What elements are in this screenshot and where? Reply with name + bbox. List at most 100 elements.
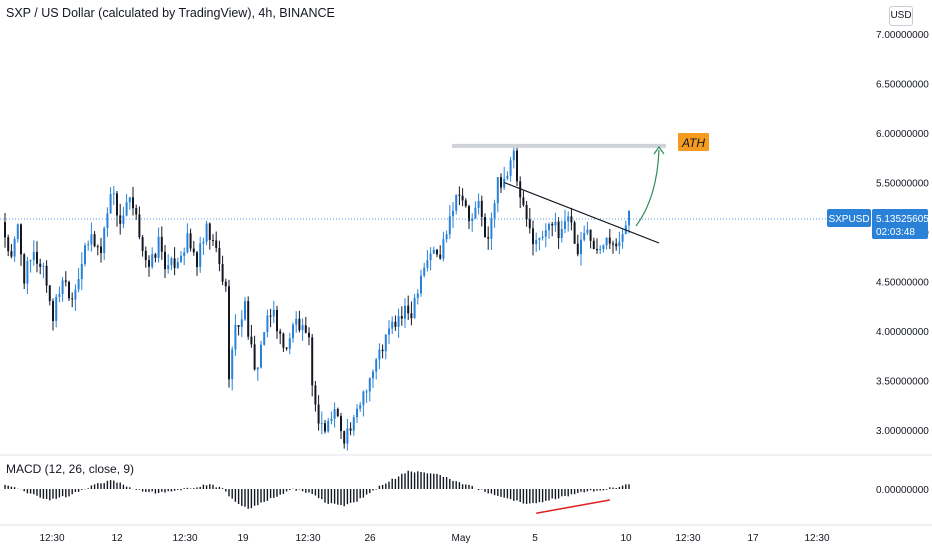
candle [208, 222, 211, 250]
candle [186, 223, 189, 254]
candle [234, 314, 237, 356]
candle [336, 407, 339, 418]
candle [48, 284, 51, 306]
candle [538, 237, 541, 251]
candle [503, 166, 506, 190]
candle [624, 220, 627, 235]
candle [461, 188, 464, 207]
price-tick-label: 7.00000000 [876, 30, 929, 41]
candlestick-series [4, 144, 630, 451]
price-tag-countdown: 02:03:48 [876, 227, 915, 238]
candle [221, 255, 224, 286]
candle [608, 228, 611, 249]
candle [365, 389, 368, 403]
candle [247, 296, 250, 340]
time-tick-label: 12:30 [804, 533, 829, 544]
ath-label: ATH [681, 136, 705, 150]
candle [560, 220, 563, 243]
candle [471, 213, 474, 232]
candle [122, 206, 125, 229]
candle [68, 280, 70, 302]
candle [10, 244, 13, 259]
ath-resistance-line[interactable] [452, 143, 666, 148]
candle [420, 269, 422, 297]
candle [576, 234, 579, 257]
candle [573, 220, 576, 245]
candle [477, 193, 480, 215]
price-tick-label: 4.50000000 [876, 278, 929, 289]
candle [429, 247, 432, 271]
candle [26, 256, 29, 295]
candle [308, 327, 310, 346]
chart-drawings [0, 143, 827, 514]
candle [45, 260, 48, 293]
candle [138, 206, 141, 240]
candle [589, 229, 592, 249]
breakout-arrow[interactable] [635, 149, 660, 227]
candle [84, 242, 86, 267]
candle [42, 262, 45, 279]
ath-label-bg [678, 133, 709, 151]
candle [93, 231, 96, 248]
candle [378, 343, 381, 370]
time-tick-label: 10 [620, 533, 632, 544]
candle [493, 199, 496, 228]
price-tick-label: 3.00000000 [876, 426, 929, 437]
candle [167, 254, 170, 274]
price-tick-label: 6.50000000 [876, 80, 929, 91]
ath-annotation[interactable]: ATH [678, 133, 709, 151]
candle [516, 144, 518, 187]
candle [237, 325, 240, 336]
candle [506, 171, 509, 181]
macd-indicator-label[interactable]: MACD (12, 26, close, 9) [6, 462, 135, 476]
candle [317, 395, 320, 431]
currency-button[interactable]: USD [889, 6, 913, 26]
candle [228, 279, 230, 388]
candle [301, 318, 304, 341]
candle [442, 231, 445, 262]
candle [474, 201, 477, 219]
candle [362, 390, 365, 417]
candle [4, 213, 6, 248]
price-tag-symbol-bg [827, 209, 871, 227]
candle [202, 237, 205, 255]
candle [288, 332, 291, 355]
candle [192, 241, 195, 256]
candle [106, 207, 109, 237]
macd-histogram [4, 470, 630, 509]
macd-divergence-line[interactable] [536, 499, 610, 514]
candle [109, 187, 112, 214]
candle [599, 245, 602, 255]
candle [173, 247, 176, 276]
candle [141, 234, 144, 257]
price-tag-symbol: SXPUSD [828, 214, 869, 225]
time-tick-label: 5 [532, 533, 538, 544]
price-tick-label: 5.50000000 [876, 179, 929, 190]
candle [74, 284, 77, 311]
candle [359, 401, 362, 412]
candle [263, 332, 266, 346]
candle [250, 324, 253, 348]
candle [388, 320, 390, 344]
candle [295, 311, 298, 333]
candle [80, 252, 83, 291]
candle [407, 295, 410, 320]
candle [413, 293, 416, 319]
candle [13, 236, 16, 262]
candle [605, 237, 608, 250]
chart-title: SXP / US Dollar (calculated by TradingVi… [6, 6, 335, 20]
time-tick-label: 19 [237, 533, 249, 544]
candle [480, 195, 483, 227]
candle [394, 315, 397, 331]
candle [199, 236, 202, 273]
descending-trendline[interactable] [503, 181, 660, 244]
candle [416, 289, 419, 305]
candle [468, 204, 470, 230]
candle [615, 238, 618, 251]
candle [327, 417, 330, 433]
time-tick-label: 12:30 [39, 533, 64, 544]
time-tick-label: 12 [111, 533, 123, 544]
candle [151, 247, 154, 269]
candle [528, 207, 531, 234]
